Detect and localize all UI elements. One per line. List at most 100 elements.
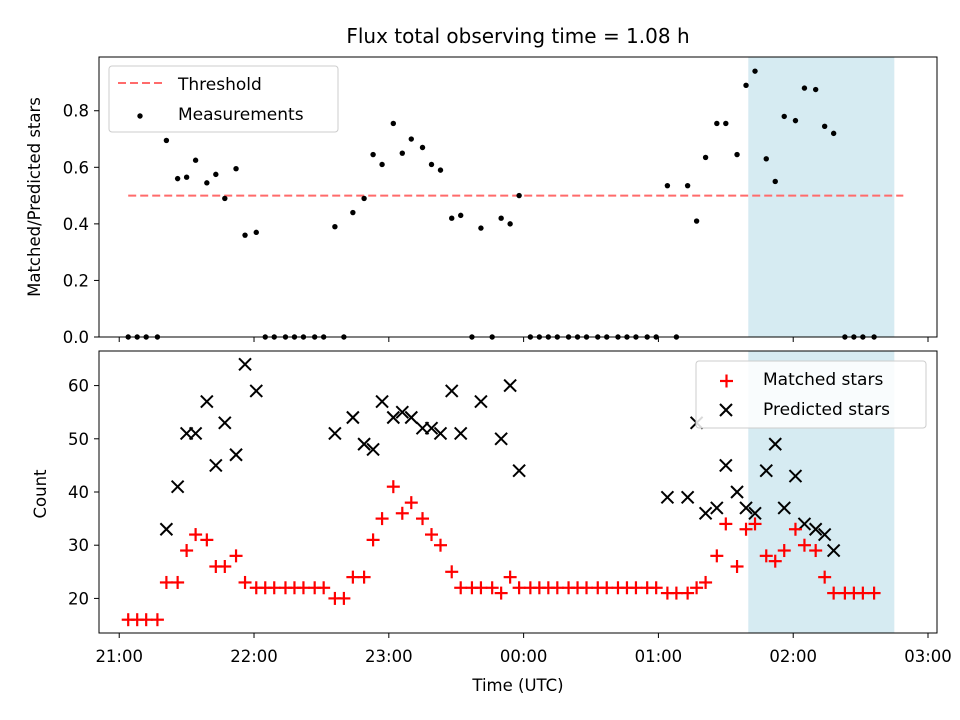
measurement-point [204,180,210,186]
bottom-legend-box [695,360,927,429]
top-y-axis-label: Matched/Predicted stars [25,97,44,297]
measurement-point [408,136,414,142]
predicted-star-point [808,522,823,536]
predicted-star-point [249,384,263,398]
matched-star-point [856,586,870,600]
predicted-star-point [474,394,488,409]
bottom-legend: Matched stars Predicted stars [695,360,927,429]
measurement-point [428,161,435,168]
predicted-stars-legend-label: Predicted stars [763,400,890,420]
matched-star-point [748,517,762,531]
top-y-tick-label: 0.4 [63,215,89,234]
matched-star-point [395,506,409,520]
predicted-stars-legend-swatch [719,403,733,417]
predicted-star-point [433,426,448,441]
matched-star-point [139,613,153,627]
measurement-point [516,192,522,199]
measurement-point [714,120,720,127]
matched-star-point [768,554,782,568]
matched-star-point [503,570,517,584]
matched-star-point [730,559,744,573]
matched-star-point [669,586,683,600]
predicted-star-point [357,437,371,451]
x-axis-label: Time (UTC) [471,676,563,695]
top-y-tick-label: 0.2 [63,271,89,290]
matched-star-point [238,575,252,589]
measurement-point [379,161,385,168]
predicted-star-point [494,432,508,446]
predicted-star-point [710,501,724,515]
predicted-star-point [328,426,342,441]
predicted-star-point [660,490,675,505]
bottom-y-tick-label: 40 [68,483,89,502]
top-chart-title: Flux total observing time = 1.08 h [346,24,689,48]
measurement-point [370,151,376,158]
bottom-y-tick-label: 30 [68,536,89,555]
top-measurement-points [125,68,877,340]
matched-star-point [267,581,281,595]
matched-star-point [445,565,459,579]
top-legend: Threshold Measurements [108,65,339,133]
matched-star-point [150,613,164,627]
matched-star-point [317,581,331,595]
matched-star-point [171,575,185,589]
predicted-star-point [748,506,762,520]
top-y-tick-label: 0.6 [63,158,89,177]
predicted-star-point [424,421,439,435]
predicted-star-point [680,490,695,505]
bottom-x-axis-ticks: 21:00 22:00 23:00 00:00 01:00 02:00 03:00 [95,633,952,666]
matched-star-point [404,496,418,510]
predicted-star-point [759,464,773,478]
predicted-star-point [188,426,203,441]
predicted-star-point [719,458,733,473]
matched-star-point [375,512,389,526]
measurement-point [163,137,170,144]
measurements-legend-swatch [137,113,143,119]
top-y-axis-ticks: 0.0 0.2 0.4 0.6 0.8 [63,102,99,347]
measurement-point [664,182,671,189]
threshold-legend-label: Threshold [177,75,262,95]
measurement-point [478,225,484,231]
matched-star-point [200,533,214,547]
matched-star-point [809,544,823,558]
matched-star-point [827,586,841,600]
measurement-point [743,82,749,88]
measurement-point [213,171,219,178]
matched-stars-legend-label: Matched stars [763,370,883,390]
predicted-star-point [512,464,526,478]
bottom-x-tick-label: 23:00 [365,647,413,666]
measurement-point [693,218,700,224]
matched-star-point [346,570,360,584]
measurement-point [222,195,228,202]
predicted-star-point [826,543,841,558]
predicted-star-point [375,394,389,409]
matched-star-point [629,581,643,595]
measurement-point [361,195,367,202]
top-axes-frame [98,56,938,338]
matched-star-point [719,517,733,531]
bottom-y-tick-label: 20 [68,589,89,608]
measurement-point [449,215,455,221]
matched-star-point [296,581,310,595]
matched-star-point [550,581,564,595]
measurement-point [419,144,426,151]
matched-star-point [474,581,488,595]
measurement-point [781,113,787,120]
measurement-point [350,209,356,216]
measurement-point [772,178,778,185]
predicted-star-point [395,405,410,419]
measurement-point [702,154,709,161]
matched-star-point [229,549,243,563]
predicted-star-point [454,426,468,441]
measurement-point [242,232,248,238]
matched-star-point [867,586,881,600]
measurement-point [734,151,740,158]
matched-stars-points [121,480,881,627]
matched-star-point [777,544,791,558]
matched-star-point [759,549,773,563]
matched-star-point [710,549,724,563]
matched-star-point [189,528,203,542]
bottom-y-tick-label: 50 [68,430,89,449]
predicted-star-point [777,501,791,515]
